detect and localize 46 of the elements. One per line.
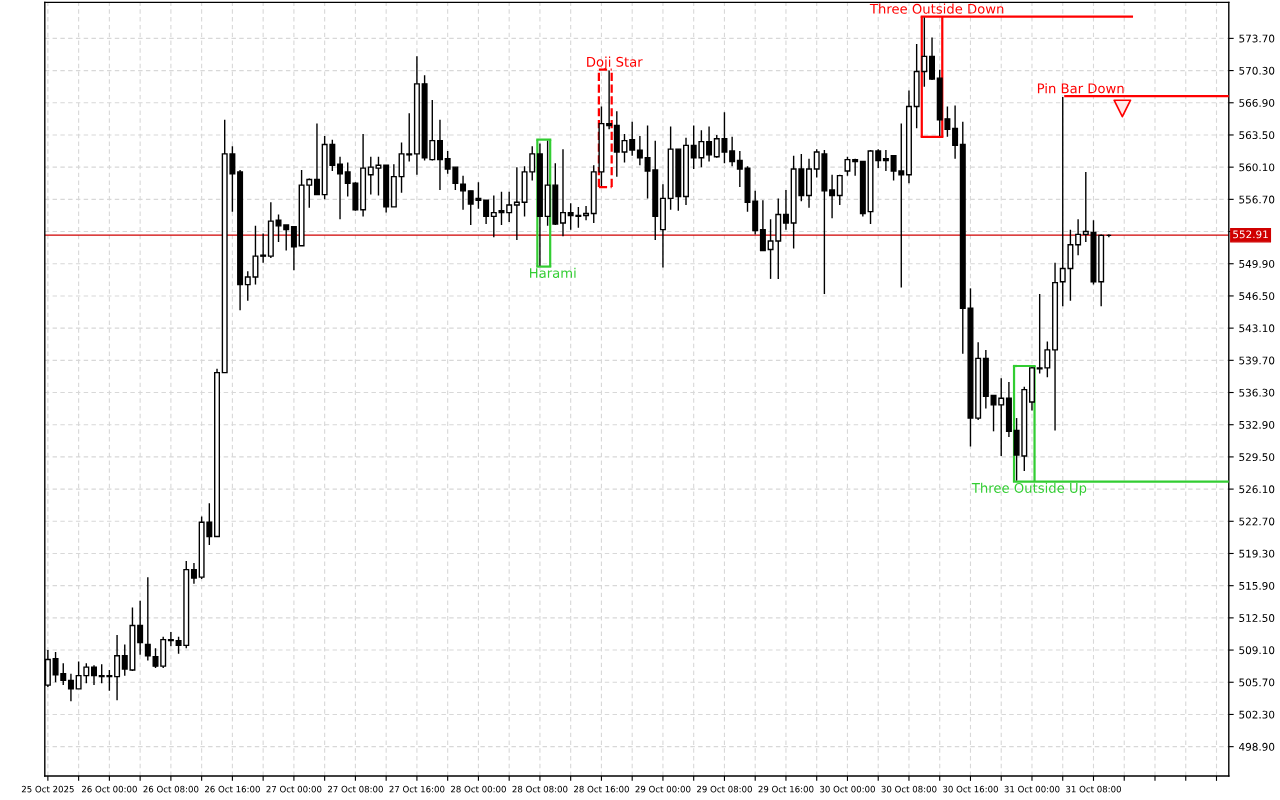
x-tick-label: 27 Oct 00:00 xyxy=(266,785,322,793)
y-tick-label: 515.90 xyxy=(1239,581,1275,590)
ref-line-label: 552.91 xyxy=(1233,230,1268,239)
x-tick-label: 31 Oct 08:00 xyxy=(1066,785,1121,793)
x-tick-label: 26 Oct 00:00 xyxy=(81,785,137,793)
y-tick-label: 522.70 xyxy=(1239,517,1275,526)
y-tick-label: 532.90 xyxy=(1239,420,1275,429)
y-tick-label: 573.70 xyxy=(1239,34,1275,43)
x-tick-label: 30 Oct 00:00 xyxy=(820,785,875,793)
x-tick-label: 26 Oct 16:00 xyxy=(204,785,260,793)
series-label: Three Outside Down xyxy=(869,3,1004,14)
y-tick-label: 563.50 xyxy=(1239,131,1275,140)
y-tick-label: 543.10 xyxy=(1239,324,1275,333)
series-label: Harami xyxy=(530,267,576,278)
y-tick-label: 509.10 xyxy=(1239,646,1275,655)
series-label: Three Outside Up xyxy=(971,482,1087,496)
series-label: Doji Star xyxy=(587,56,643,70)
y-tick-label: 570.30 xyxy=(1239,66,1275,75)
x-tick-label: 29 Oct 00:00 xyxy=(635,785,691,793)
x-tick-label: 29 Oct 08:00 xyxy=(697,785,752,793)
y-tick-label: 498.90 xyxy=(1239,742,1275,751)
x-tick-label: 27 Oct 08:00 xyxy=(327,785,383,793)
x-tick-label: 25 Oct 2025 xyxy=(21,785,74,793)
x-tick-label: 27 Oct 16:00 xyxy=(389,785,445,793)
y-tick-label: 546.50 xyxy=(1239,292,1275,301)
x-tick-label: 30 Oct 08:00 xyxy=(881,785,937,793)
x-tick-label: 29 Oct 16:00 xyxy=(758,785,814,793)
y-tick-label: 526.10 xyxy=(1239,485,1275,494)
y-tick-label: 566.90 xyxy=(1239,99,1275,107)
y-tick-label: 502.30 xyxy=(1239,710,1275,719)
y-tick-label: 556.70 xyxy=(1239,195,1275,204)
x-tick-label: 31 Oct 00:00 xyxy=(1004,785,1060,793)
y-tick-label: 529.50 xyxy=(1239,453,1275,462)
x-tick-label: 26 Oct 08:00 xyxy=(143,785,199,793)
x-tick-label: 30 Oct 16:00 xyxy=(943,785,998,793)
y-tick-label: 539.70 xyxy=(1239,356,1275,365)
y-tick-label: 560.10 xyxy=(1239,163,1275,172)
x-tick-label: 28 Oct 16:00 xyxy=(574,785,629,793)
x-tick-label: 28 Oct 08:00 xyxy=(512,785,568,793)
y-tick-label: 549.90 xyxy=(1239,259,1275,268)
y-tick-label: 512.50 xyxy=(1239,614,1275,622)
y-tick-label: 505.70 xyxy=(1239,678,1275,687)
x-tick-label: 28 Oct 00:00 xyxy=(450,785,506,793)
y-tick-label: 519.30 xyxy=(1239,549,1275,558)
y-tick-label: 536.30 xyxy=(1239,388,1275,397)
series-label: Pin Bar Down xyxy=(1037,83,1124,94)
